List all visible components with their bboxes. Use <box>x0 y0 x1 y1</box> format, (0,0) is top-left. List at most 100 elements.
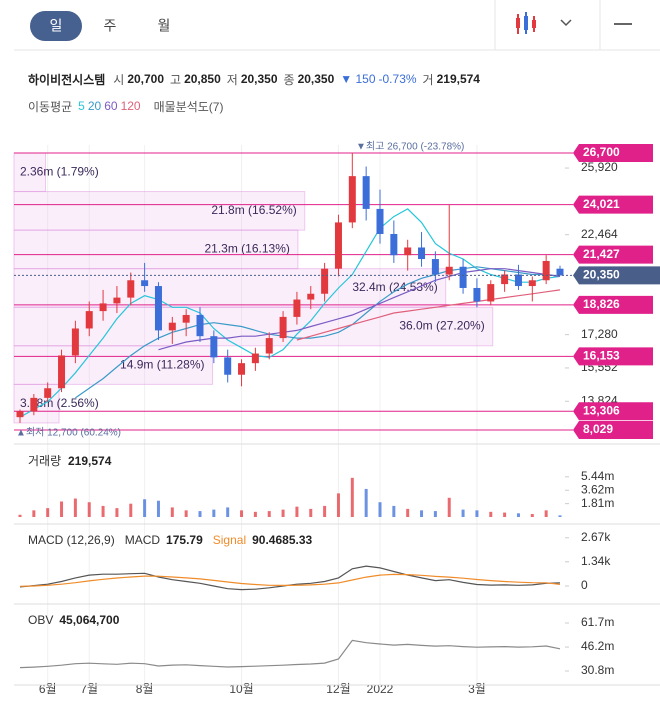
candle-body <box>348 176 356 223</box>
y-tick-label: 3.62m <box>581 482 614 496</box>
quote-label: 고 <box>170 72 182 87</box>
volume-bar <box>503 512 507 517</box>
volume-bar <box>530 514 534 517</box>
series-value: 175.79 <box>166 533 203 547</box>
candle-body <box>71 328 79 356</box>
x-tick-label: 3월 <box>468 682 486 696</box>
candle-body <box>418 247 426 260</box>
y-tick-label: 1.34k <box>581 554 611 568</box>
legend-entry: 20 <box>87 99 102 113</box>
x-tick-label: 2022 <box>367 682 394 696</box>
volume-bar <box>212 509 216 517</box>
volume-profile-label: 14.9m (11.28%) <box>120 357 205 371</box>
volume-bar <box>253 511 257 517</box>
level-label: 21,427 <box>583 247 620 261</box>
level-label: 24,021 <box>583 197 620 211</box>
level-label: 16,153 <box>583 349 620 363</box>
y-tick-label: 1.81m <box>581 496 614 510</box>
volume-bar <box>350 477 354 517</box>
candle-body <box>85 311 93 329</box>
tab[interactable]: 주 <box>104 18 117 34</box>
quote-value: 219,574 <box>436 72 480 86</box>
volume-profile-box <box>13 345 214 385</box>
volume-bar <box>115 508 119 517</box>
volume-bar <box>184 510 188 517</box>
current-price-label: 20,350 <box>583 268 620 282</box>
legend-entry: MACD <box>125 533 161 547</box>
candle-body <box>154 286 162 331</box>
level-tag <box>573 402 653 421</box>
tab[interactable]: 일 <box>50 18 63 34</box>
x-tick-label: 7월 <box>80 682 98 696</box>
volume-bar <box>516 513 520 517</box>
volume-bar <box>156 500 160 517</box>
x-tick-label: 10월 <box>229 682 253 696</box>
volume-bar <box>129 503 133 517</box>
legend-title: 이동평균 <box>28 99 73 114</box>
series-value: 90.4685.33 <box>252 533 312 547</box>
quote-label: 시 <box>113 72 125 87</box>
dropdown-chevron[interactable] <box>560 19 572 27</box>
candle-body <box>390 233 398 256</box>
indicator-line <box>19 639 561 669</box>
current-price-tag <box>573 266 660 285</box>
volume-bar <box>323 505 327 517</box>
level-label: 26,700 <box>583 145 620 159</box>
volume-profile-label: 36.0m (27.20%) <box>399 319 484 333</box>
level-label: 13,306 <box>583 403 620 417</box>
volume-profile-box <box>13 268 447 308</box>
level-label: 8,029 <box>583 422 613 436</box>
panel-title: MACD (12,26,9) MACD 175.79 Signal 90.4685.33 <box>28 533 312 547</box>
volume-bar <box>489 511 493 517</box>
candle-body <box>182 314 190 323</box>
volume-bar <box>32 510 36 517</box>
change-pct: -0.73% <box>378 72 417 86</box>
moving-average-line <box>19 208 561 418</box>
legend-entry: Signal <box>213 533 246 547</box>
volume-bar <box>281 509 285 517</box>
level-tag <box>573 245 653 264</box>
y-tick-label: 22,464 <box>581 227 618 241</box>
volume-bar <box>364 488 368 517</box>
volume-bar <box>18 514 22 517</box>
volume-bar <box>309 508 313 517</box>
volume-profile-box <box>13 229 299 270</box>
y-tick-label: 30.8m <box>581 663 614 677</box>
panel-title: 거래량 <box>28 454 61 468</box>
quote-label: 저 <box>226 72 238 87</box>
candle-body <box>196 314 204 337</box>
x-tick-label: 6월 <box>39 682 57 696</box>
volume-bar <box>558 515 562 517</box>
volume-bar <box>447 497 451 517</box>
candle-body <box>431 259 439 275</box>
stock-name: 하이비전시스템 <box>28 72 106 87</box>
candle-body <box>113 297 121 304</box>
candle-body <box>58 355 66 389</box>
chart-type-icon[interactable] <box>516 12 536 34</box>
candle-body <box>238 363 246 375</box>
volume-bar <box>143 499 147 517</box>
volume-bar <box>60 501 64 517</box>
y-tick-label: 25,920 <box>581 160 618 174</box>
tab[interactable]: 월 <box>158 18 171 34</box>
volume-profile-label: 2.36m (1.79%) <box>20 164 99 178</box>
y-tick-label: 46.2m <box>581 639 614 653</box>
moving-average-line <box>75 266 561 399</box>
high-annotation: ▼최고 26,700 (-23.78%) <box>356 141 464 153</box>
candle-body <box>542 260 550 281</box>
candle-body <box>141 280 149 287</box>
candle-body <box>224 357 232 375</box>
volume-profile-label: 21.8m (16.52%) <box>211 203 296 217</box>
volume-profile-label: 21.3m (16.13%) <box>204 242 289 256</box>
series-value: 45,064,700 <box>59 613 119 627</box>
level-tag <box>573 195 653 214</box>
x-tick-label: 8월 <box>136 682 154 696</box>
candle-body <box>487 284 495 302</box>
panel-title: OBV <box>28 613 53 627</box>
volume-bar <box>46 508 50 517</box>
volume-bar <box>378 502 382 517</box>
quote-header: 하이비전시스템 시 20,700 고 20,850 저 20,350 종 20,350 ▼ 15… <box>28 70 483 88</box>
candle-body <box>210 336 218 358</box>
